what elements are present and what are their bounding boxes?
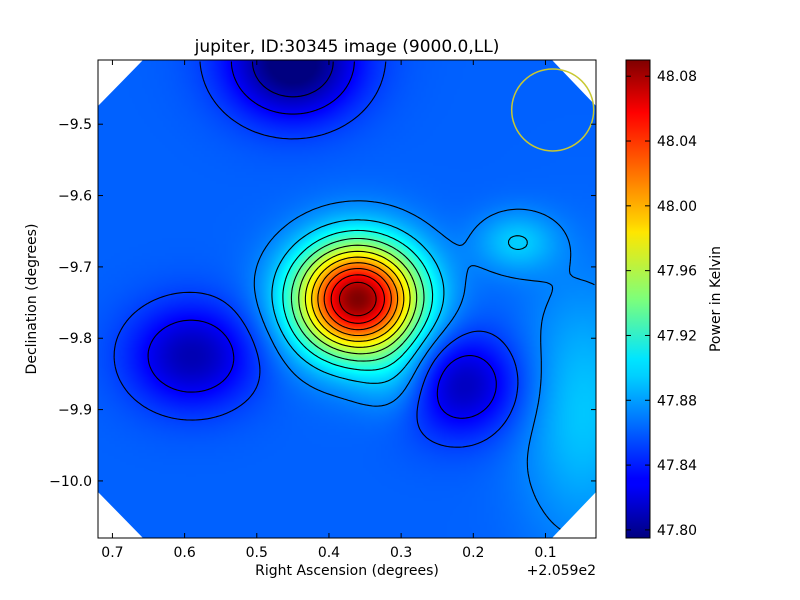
x-axis: 0.7 0.6 0.5 0.4 0.3 0.2 0.1 <box>101 60 557 561</box>
y-tick-label: −9.8 <box>58 331 92 347</box>
heatmap-image <box>98 60 596 538</box>
x-tick-label: 0.3 <box>390 545 412 561</box>
contour-line <box>311 256 405 342</box>
y-tick-label: −9.9 <box>58 403 92 419</box>
y-axis-title: Declination (degrees) <box>24 224 40 375</box>
x-tick-label: 0.7 <box>101 545 123 561</box>
contour-line <box>338 281 377 317</box>
y-tick-label: −9.7 <box>58 260 92 276</box>
contour-line <box>330 274 385 324</box>
colorbar-tick-label: 47.96 <box>657 264 697 280</box>
chart-title: jupiter, ID:30345 image (9000.0,LL) <box>194 37 500 57</box>
contour-line <box>304 250 411 348</box>
contour-line <box>298 244 418 355</box>
colorbar-tick-label: 48.08 <box>657 69 697 85</box>
x-axis-title: Right Ascension (degrees) <box>255 563 439 579</box>
plot-area <box>98 60 596 538</box>
colorbar-tick-label: 48.00 <box>657 199 697 215</box>
colorbar-label: Power in Kelvin <box>708 246 724 352</box>
contour-line <box>271 219 528 384</box>
y-tick-label: −9.5 <box>58 117 92 133</box>
plot-frame <box>97 59 597 539</box>
y-tick-label: −10.0 <box>49 474 92 490</box>
x-tick-label: 0.6 <box>173 545 195 561</box>
colorbar: 47.80 47.84 47.88 47.92 47.96 48.00 48.04 48.08… <box>625 59 724 539</box>
colorbar-gradient <box>625 59 651 539</box>
colorbar-tick-label: 47.92 <box>657 328 697 344</box>
contour-lines <box>113 61 595 538</box>
y-tick-label: −9.6 <box>58 189 92 205</box>
colorbar-ticks: 47.80 47.84 47.88 47.92 47.96 48.00 48.04 48.08 <box>626 69 697 539</box>
colorbar-tick-label: 47.84 <box>657 458 697 474</box>
x-tick-label: 0.4 <box>318 545 340 561</box>
colorbar-tick-label: 48.04 <box>657 134 697 150</box>
contour-line <box>317 262 399 337</box>
contour-line <box>323 267 392 331</box>
contour-line <box>290 237 425 362</box>
x-tick-label: 0.5 <box>246 545 268 561</box>
x-tick-label: 0.2 <box>462 545 484 561</box>
colorbar-tick-label: 47.88 <box>657 393 697 409</box>
x-tick-label: 0.1 <box>534 545 556 561</box>
colorbar-tick-label: 47.80 <box>657 523 697 539</box>
contour-line <box>282 229 434 371</box>
contour-line <box>251 61 334 98</box>
x-axis-offset-label: +2.059e2 <box>527 563 596 579</box>
contour-line <box>147 61 497 419</box>
contour-line <box>113 61 519 448</box>
beam-circle <box>510 68 595 152</box>
y-axis: −9.5 −9.6 −9.7 −9.8 −9.9 −10.0 <box>49 117 596 490</box>
contour-line <box>253 200 595 538</box>
